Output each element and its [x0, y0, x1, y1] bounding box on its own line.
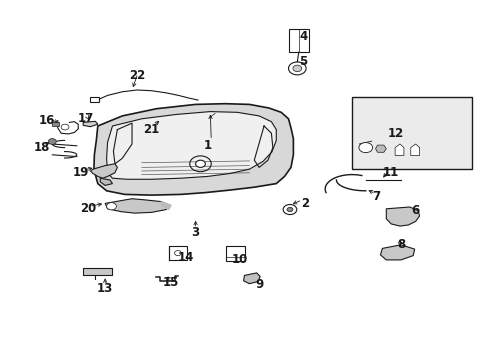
Text: 1: 1: [203, 139, 211, 152]
Text: 8: 8: [396, 238, 404, 251]
Text: 11: 11: [382, 166, 399, 179]
Text: 13: 13: [97, 282, 113, 294]
Text: 21: 21: [143, 123, 160, 136]
Polygon shape: [106, 112, 276, 179]
Circle shape: [286, 207, 292, 212]
Circle shape: [106, 203, 116, 210]
Text: 19: 19: [72, 166, 89, 179]
Circle shape: [292, 65, 301, 72]
Text: 2: 2: [301, 197, 309, 210]
Circle shape: [48, 139, 56, 144]
Polygon shape: [83, 121, 98, 127]
Text: 3: 3: [191, 226, 199, 239]
Bar: [52, 122, 59, 126]
Text: 14: 14: [177, 251, 194, 264]
Polygon shape: [410, 144, 419, 156]
Text: 6: 6: [411, 204, 419, 217]
Polygon shape: [94, 104, 293, 195]
Text: 4: 4: [299, 30, 306, 42]
Bar: [83, 268, 112, 275]
Text: 7: 7: [372, 190, 380, 203]
Circle shape: [288, 62, 305, 75]
Circle shape: [195, 160, 205, 167]
Circle shape: [358, 143, 372, 153]
Text: 5: 5: [299, 55, 306, 68]
Text: 16: 16: [38, 114, 55, 127]
Polygon shape: [161, 202, 171, 210]
Polygon shape: [100, 178, 112, 185]
Bar: [288, 29, 308, 52]
Polygon shape: [380, 245, 414, 260]
Circle shape: [174, 251, 181, 256]
Bar: [168, 246, 187, 260]
Text: 18: 18: [33, 141, 50, 154]
Circle shape: [61, 124, 69, 130]
Bar: [225, 246, 245, 261]
Polygon shape: [386, 207, 419, 226]
Bar: [351, 97, 471, 169]
Text: 15: 15: [163, 276, 179, 289]
Polygon shape: [105, 199, 168, 213]
Polygon shape: [394, 144, 403, 156]
Polygon shape: [90, 164, 117, 178]
Polygon shape: [243, 273, 260, 284]
Text: 9: 9: [255, 278, 263, 291]
Polygon shape: [375, 145, 386, 152]
Text: 22: 22: [128, 69, 145, 82]
Text: 12: 12: [387, 127, 404, 140]
Text: 20: 20: [80, 202, 96, 215]
Circle shape: [283, 204, 296, 215]
Bar: [90, 97, 99, 102]
Text: 10: 10: [231, 253, 247, 266]
Text: 17: 17: [77, 112, 94, 125]
